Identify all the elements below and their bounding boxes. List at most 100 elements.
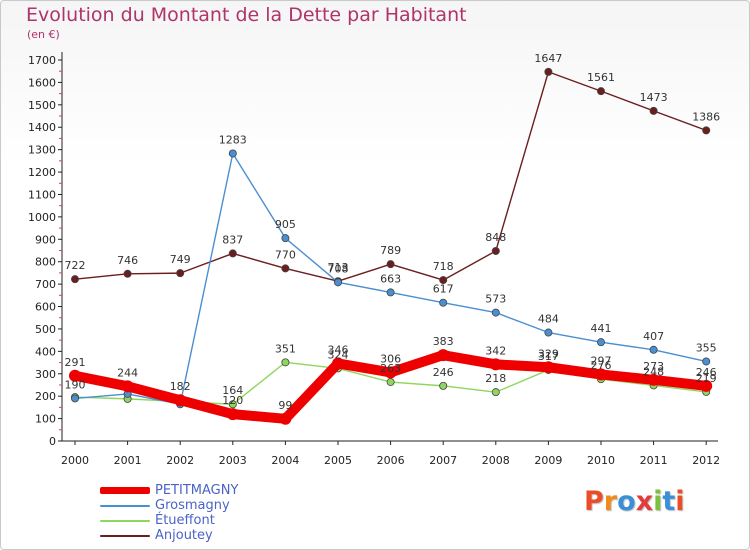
series-point-3 [281, 264, 290, 273]
legend-label: Grosmagny [155, 498, 230, 513]
series-point-2 [386, 378, 395, 387]
data-label: 190 [65, 378, 86, 391]
series-point-1 [71, 394, 80, 403]
data-label: 324 [328, 348, 349, 361]
data-label: 407 [643, 330, 664, 343]
series-point-0 [489, 358, 502, 371]
series-point-0 [437, 349, 450, 362]
x-tick-label: 2001 [114, 454, 142, 467]
x-tick-label: 2003 [219, 454, 247, 467]
y-tick-label: 900 [35, 233, 56, 246]
data-label: 573 [485, 293, 506, 306]
logo-letter: r [603, 486, 618, 517]
data-label: 355 [696, 341, 717, 354]
series-point-2 [491, 388, 500, 397]
data-label: 291 [65, 356, 86, 369]
data-label: 273 [643, 360, 664, 373]
data-label: 718 [433, 260, 454, 273]
data-label: 770 [275, 248, 296, 261]
data-label: 306 [380, 352, 401, 365]
series-point-0 [226, 408, 239, 421]
data-label: 164 [222, 384, 243, 397]
y-tick-label: 1000 [28, 211, 56, 224]
series-point-0 [595, 368, 607, 381]
series-point-1 [439, 298, 448, 307]
legend-swatch [100, 487, 150, 494]
x-tick-label: 2009 [534, 454, 562, 467]
chart-unit: (en €) [27, 28, 60, 41]
data-label: 219 [696, 372, 717, 385]
legend-label: Étueffont [155, 513, 215, 528]
x-tick-label: 2005 [324, 454, 352, 467]
series-point-0 [647, 373, 660, 386]
x-tick-label: 2006 [377, 454, 405, 467]
x-tick-label: 2004 [271, 454, 299, 467]
y-tick-label: 1500 [28, 99, 56, 112]
series-point-3 [597, 87, 606, 96]
y-tick-label: 700 [35, 278, 56, 291]
series-point-0 [700, 379, 713, 392]
data-label: 346 [328, 343, 349, 356]
data-label: 746 [117, 254, 138, 267]
y-tick-label: 100 [35, 413, 56, 426]
series-point-3 [123, 269, 132, 278]
data-label: 383 [433, 335, 454, 348]
data-label: 749 [170, 253, 191, 266]
series-layer [69, 67, 713, 425]
label-layer: 722 746 749 837 770 713 789 718 848 1647 1561 1473 1… [65, 52, 721, 412]
data-label: 246 [433, 366, 454, 379]
y-tick-label: 600 [35, 301, 56, 314]
line-chart: 0 100 200 300 400 500 600 700 800 900 1000 1100 1200… [28, 52, 721, 467]
y-tick-label: 500 [35, 323, 56, 336]
series-point-3 [71, 275, 80, 284]
series-point-3 [176, 269, 185, 278]
data-label: 484 [538, 313, 559, 326]
data-label: 905 [275, 218, 296, 231]
data-label: 837 [222, 233, 243, 246]
legend-label: PETITMAGNY [155, 483, 239, 498]
data-label: 1473 [640, 91, 668, 104]
data-label: 329 [538, 347, 559, 360]
series-point-2 [439, 381, 448, 390]
series-point-3 [228, 249, 237, 258]
data-label: 99 [278, 399, 292, 412]
data-label: 1283 [219, 133, 247, 146]
legend-swatch [100, 520, 150, 522]
series-point-0 [121, 380, 134, 393]
data-label: 248 [643, 365, 664, 378]
logo-letter: i [653, 486, 663, 517]
series-point-0 [279, 412, 292, 425]
series-point-3 [491, 246, 500, 255]
data-label: 441 [591, 322, 612, 335]
y-tick-label: 1100 [28, 188, 56, 201]
data-label: 351 [275, 342, 296, 355]
series-point-3 [702, 126, 711, 135]
series-point-1 [333, 278, 342, 287]
data-label: 244 [117, 366, 138, 379]
series-point-0 [69, 369, 81, 382]
legend-swatch [100, 505, 150, 507]
x-tick-label: 2000 [61, 454, 89, 467]
data-label: 713 [328, 261, 349, 274]
series-point-1 [228, 149, 237, 158]
series-point-0 [384, 366, 397, 379]
x-tick-label: 2012 [692, 454, 720, 467]
x-tick-label: 2002 [166, 454, 194, 467]
series-point-3 [439, 276, 448, 285]
y-tick-label: 0 [49, 435, 56, 448]
data-label: 342 [485, 344, 506, 357]
y-tick-label: 1200 [28, 166, 56, 179]
series-point-0 [332, 357, 344, 370]
x-tick-label: 2011 [640, 454, 668, 467]
chart-title: Evolution du Montant de la Dette par Hab… [26, 4, 467, 26]
data-label: 276 [591, 359, 612, 372]
y-tick-label: 800 [35, 256, 56, 269]
data-label: 617 [433, 283, 454, 296]
x-tick-label: 2010 [587, 454, 615, 467]
series-point-1 [544, 328, 553, 337]
data-label: 1386 [692, 110, 720, 123]
data-label: 246 [696, 366, 717, 379]
data-label: 848 [485, 231, 506, 244]
axes: 0 100 200 300 400 500 600 700 800 900 1000 1100 1200… [28, 52, 720, 467]
x-tick-label: 2008 [482, 454, 510, 467]
